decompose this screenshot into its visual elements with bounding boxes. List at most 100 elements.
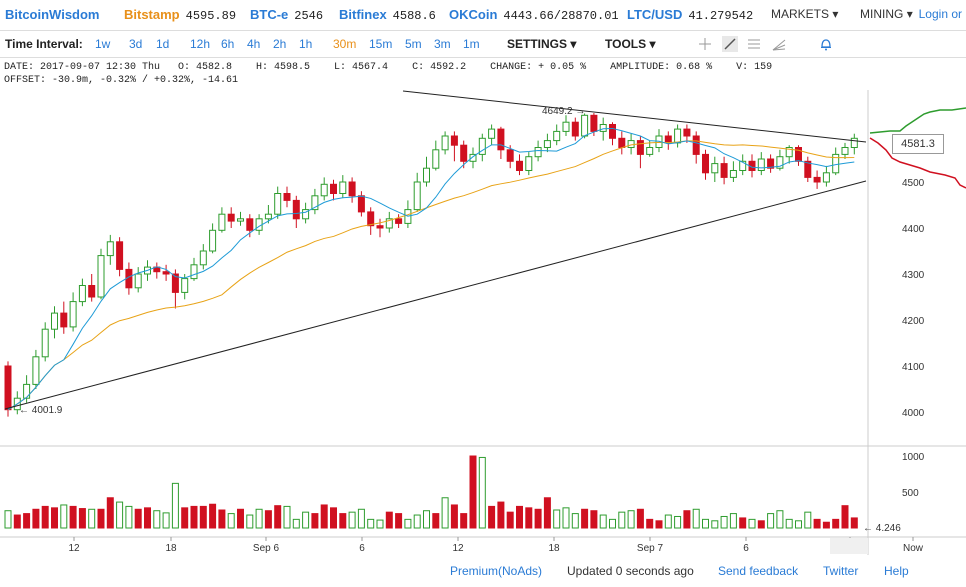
interval-3m[interactable]: 3m — [434, 37, 451, 51]
crosshair-icon[interactable] — [697, 36, 713, 52]
candle-body — [339, 181, 347, 194]
interval-30m[interactable]: 30m — [333, 37, 357, 51]
volume-bar — [181, 507, 189, 529]
volume-bar — [832, 518, 840, 529]
interval-4h[interactable]: 4h — [247, 37, 261, 51]
volume-axis: 1000 500 — [902, 452, 925, 499]
horizontal-lines-icon[interactable] — [746, 36, 762, 52]
candle-body — [711, 163, 719, 174]
fib-fan-icon[interactable] — [771, 36, 787, 52]
volume-bar — [51, 507, 58, 529]
candle-body — [729, 170, 737, 178]
candle-body — [692, 135, 700, 155]
candle-body — [162, 271, 170, 275]
candle-body — [311, 195, 319, 211]
volume-bar — [571, 513, 579, 529]
candle-body — [190, 264, 198, 280]
settings-menu[interactable]: SETTINGS ▾ — [507, 37, 576, 51]
volume-bar — [822, 521, 830, 529]
candle-body — [376, 225, 384, 229]
volume-bar — [116, 501, 124, 529]
volume-bar — [348, 511, 356, 529]
candle-body — [674, 128, 682, 144]
candle-body — [543, 140, 551, 149]
time-tick-label: 18 — [165, 543, 177, 554]
volume-bar — [850, 517, 858, 529]
brand-logo[interactable]: BitcoinWisdom — [5, 7, 100, 22]
volume-bar — [395, 513, 403, 529]
current-price-tag: 4581.3 — [892, 134, 944, 154]
market-btce[interactable]: BTC-e 2546 — [250, 7, 323, 23]
interval-12h[interactable]: 12h — [190, 37, 211, 51]
market-bitfinex[interactable]: Bitfinex 4588.6 — [339, 7, 436, 23]
chart-toolbar: Time Interval: 1w 3d 1d 12h 6h 4h 2h 1h … — [0, 31, 966, 58]
interval-1w[interactable]: 1w — [95, 37, 111, 51]
tools-menu[interactable]: TOOLS ▾ — [605, 37, 656, 51]
market-price: 41.279542 — [688, 9, 754, 23]
candle-body — [97, 255, 105, 298]
candle-info-readout: DATE: 2017-09-07 12:30 Thu O: 4582.8 H: … — [4, 61, 772, 87]
candle-body — [488, 128, 496, 139]
help-link[interactable]: Help — [884, 564, 909, 578]
market-okcoin[interactable]: OKCoin 4443.66/28870.01 — [449, 7, 619, 23]
interval-1m[interactable]: 1m — [463, 37, 480, 51]
candle-body — [199, 250, 207, 266]
price-tick-label: 4300 — [902, 270, 925, 281]
candle-body — [720, 163, 728, 178]
interval-6h[interactable]: 6h — [221, 37, 235, 51]
volume-bar — [237, 508, 244, 529]
market-ltcusd[interactable]: LTC/USD 41.279542 — [627, 7, 753, 23]
candle-body — [4, 365, 12, 411]
volume-bar — [488, 505, 496, 529]
candle-body — [757, 158, 765, 171]
time-tick-label: 18 — [548, 543, 560, 554]
update-status: Updated 0 seconds ago — [567, 564, 694, 578]
volume-bar — [627, 510, 635, 529]
candle-body — [432, 149, 440, 169]
interval-1h[interactable]: 1h — [299, 37, 313, 51]
login-link[interactable]: Login or — [918, 7, 962, 21]
price-tick-label: 4400 — [902, 224, 925, 235]
interval-3d[interactable]: 3d — [129, 37, 143, 51]
volume-tick-label: 1000 — [902, 452, 925, 463]
markets-menu-label: MARKETS — [771, 7, 830, 21]
volume-bar — [618, 511, 626, 529]
volume-bar — [144, 507, 151, 529]
trendline-icon[interactable] — [722, 36, 738, 52]
interval-5m[interactable]: 5m — [405, 37, 422, 51]
interval-2h[interactable]: 2h — [273, 37, 287, 51]
candle-body — [767, 158, 775, 169]
candle-body — [218, 213, 226, 231]
candle-body — [69, 301, 77, 328]
bell-icon[interactable] — [818, 36, 834, 52]
candle-body — [609, 124, 616, 139]
time-interval-label: Time Interval: — [5, 37, 83, 51]
volume-bar — [460, 513, 468, 529]
price-chart[interactable]: 4649.2 → ← 4001.9 ← 4.246 4500 4400 4300 42… — [0, 0, 966, 560]
candle-body — [571, 121, 579, 137]
market-bitstamp[interactable]: Bitstamp 4595.89 — [124, 7, 236, 23]
mining-menu[interactable]: MINING ▾ — [860, 7, 913, 21]
candle-body — [525, 156, 533, 171]
interval-15m[interactable]: 15m — [369, 37, 393, 51]
interval-1d[interactable]: 1d — [156, 37, 170, 51]
volume-bar — [516, 505, 523, 529]
twitter-link[interactable]: Twitter — [823, 564, 859, 578]
candle-body — [664, 135, 672, 144]
candle-body — [181, 278, 189, 293]
time-tick-label: Sep 7 — [637, 543, 664, 554]
support-trendline — [4, 180, 867, 410]
feedback-link[interactable]: Send feedback — [718, 564, 799, 578]
volume-bar — [134, 508, 142, 529]
volume-bar — [302, 511, 310, 529]
candle-body — [795, 147, 802, 162]
candle-body — [302, 209, 310, 220]
candle-body — [320, 183, 328, 197]
markets-menu[interactable]: MARKETS ▾ — [771, 7, 838, 21]
candle-body — [683, 128, 691, 137]
volume-bar — [469, 455, 477, 529]
premium-link[interactable]: Premium(NoAds) — [450, 564, 543, 578]
volume-bar — [162, 512, 170, 529]
volume-bar — [32, 508, 40, 529]
candle-body — [209, 229, 217, 252]
